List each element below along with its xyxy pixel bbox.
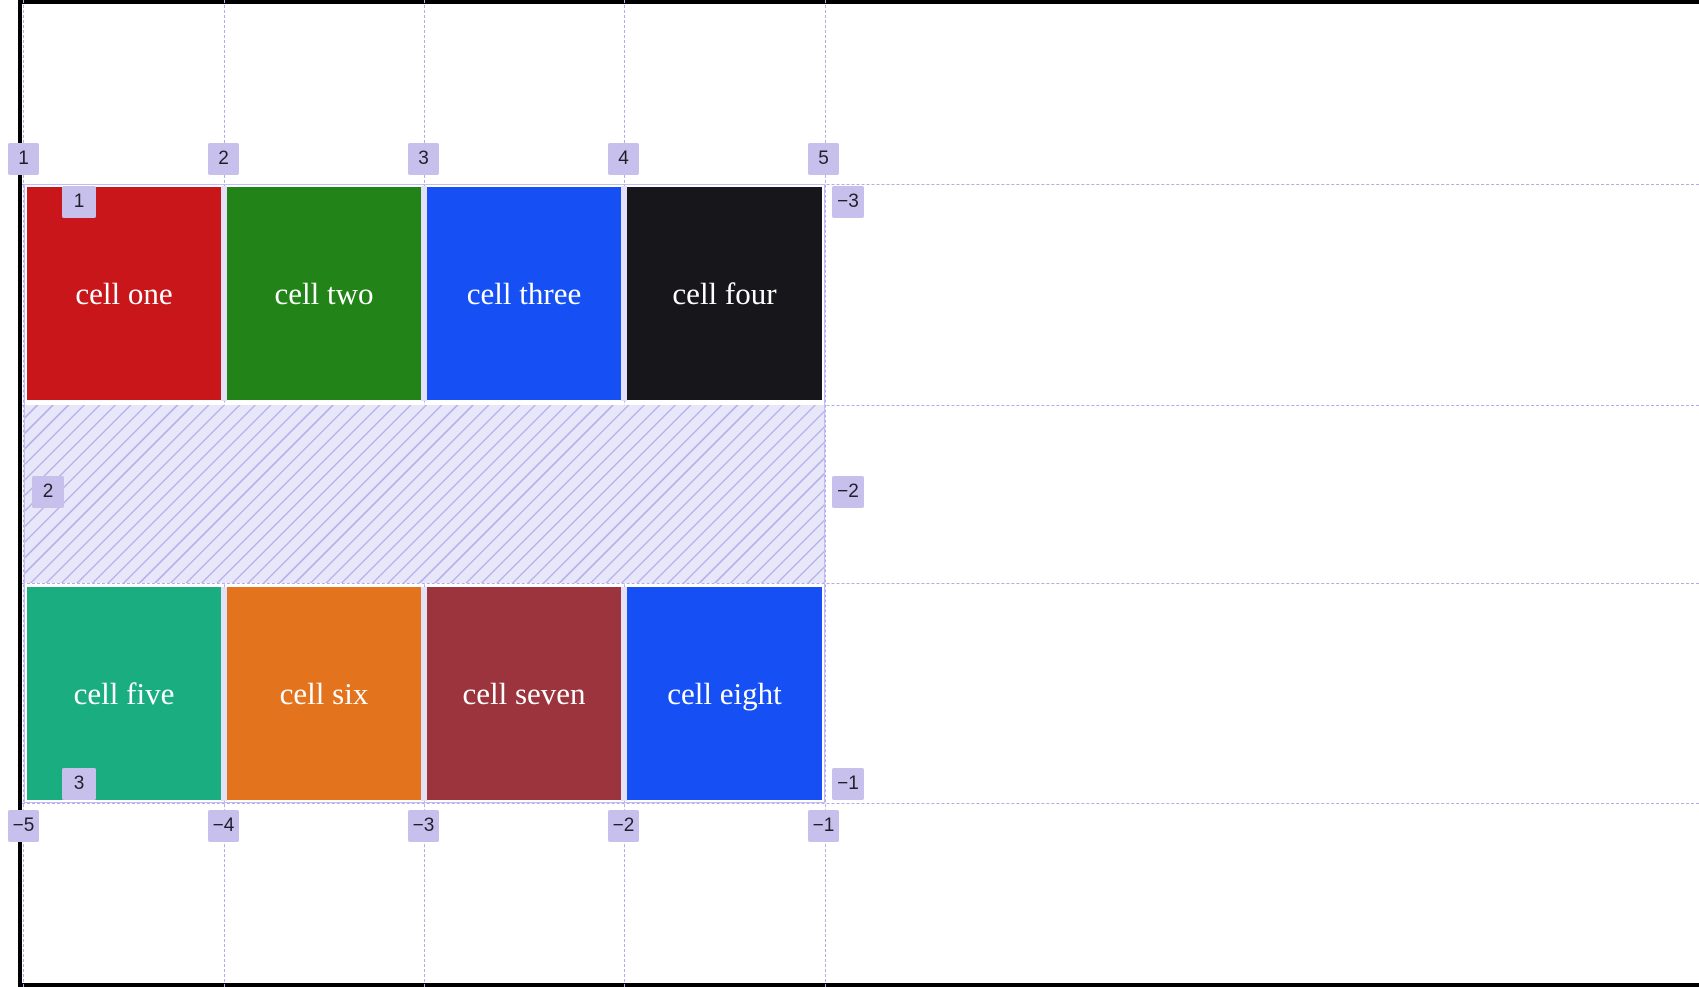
column-line-number-badge: −4 [208,810,239,842]
row-line-number-badge: 1 [62,186,96,218]
column-gap [621,186,627,401]
grid-column-line-1 [23,0,24,987]
row-line-number-badge: −3 [832,186,864,218]
grid-row-line-1 [22,184,1699,185]
column-line-number-badge: 2 [208,143,239,175]
row-line-number-badge: −1 [832,768,864,800]
column-gap [221,186,227,401]
grid-cell-eight: cell eight [627,587,822,800]
column-line-number-badge: 3 [408,143,439,175]
column-line-number-badge: 4 [608,143,639,175]
grid-cell-two: cell two [227,187,421,400]
grid-cell-five: cell five [27,587,221,800]
column-line-number-badge: −5 [8,810,39,842]
grid-row-line-4 [22,803,1699,804]
column-gap [621,587,627,801]
column-gap [421,587,427,801]
column-line-number-badge: −3 [408,810,439,842]
row-line-number-badge: −2 [832,476,864,508]
column-line-number-badge: −2 [608,810,639,842]
column-line-number-badge: 5 [808,143,839,175]
grid-row-line-3 [22,583,1699,584]
grid-column-line-5 [825,0,826,987]
column-line-number-badge: −1 [808,810,839,842]
empty-row-track [24,405,825,583]
grid-cell-six: cell six [227,587,421,800]
grid-cell-three: cell three [427,187,621,400]
row-line-number-badge: 3 [62,768,96,800]
viewport-frame [18,0,1699,987]
column-gap [221,587,227,801]
grid-cell-seven: cell seven [427,587,621,800]
column-gap [421,186,427,401]
grid-row-line-2 [22,405,1699,406]
grid-container-outline [24,184,825,803]
column-line-number-badge: 1 [8,143,39,175]
grid-cell-four: cell four [627,187,822,400]
grid-cell-one: cell one [27,187,221,400]
row-line-number-badge: 2 [32,476,64,508]
